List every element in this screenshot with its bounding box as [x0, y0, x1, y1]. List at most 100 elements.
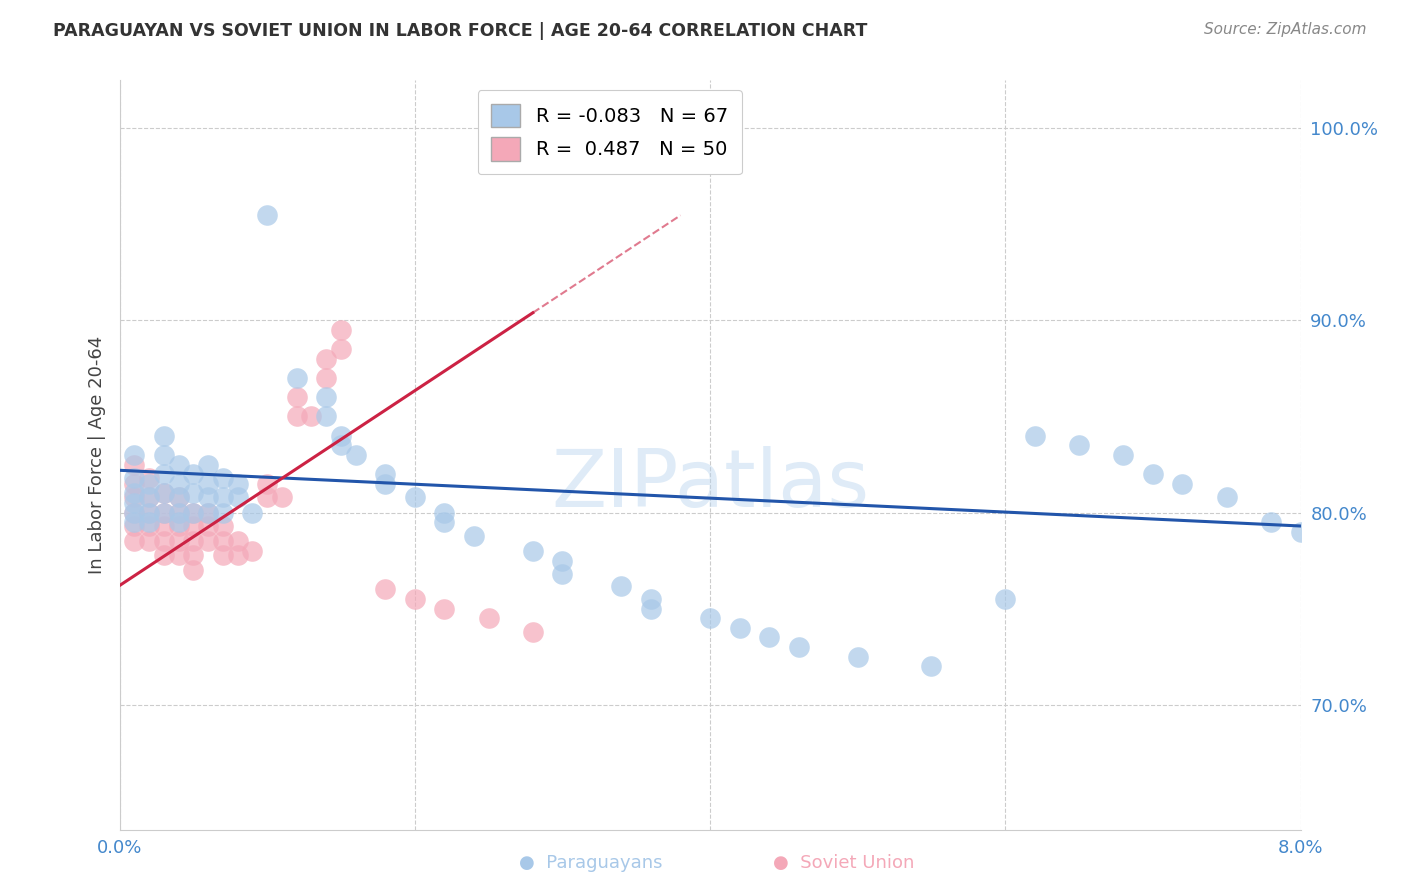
Text: PARAGUAYAN VS SOVIET UNION IN LABOR FORCE | AGE 20-64 CORRELATION CHART: PARAGUAYAN VS SOVIET UNION IN LABOR FORC… [53, 22, 868, 40]
Point [329, 343, 352, 357]
Point [153, 506, 174, 520]
Point [1171, 476, 1194, 491]
Point [610, 578, 633, 592]
Point [211, 534, 233, 549]
Point [315, 390, 337, 404]
Text: ●  Paraguayans: ● Paraguayans [519, 855, 662, 872]
Point [433, 506, 456, 520]
Point [138, 519, 160, 533]
Point [211, 548, 233, 562]
Point [211, 519, 233, 533]
Point [197, 506, 219, 520]
Point [301, 409, 323, 424]
Point [197, 458, 219, 472]
Point [183, 548, 205, 562]
Point [167, 515, 190, 529]
Point [138, 476, 160, 491]
Point [138, 506, 160, 520]
Point [285, 409, 308, 424]
Point [640, 601, 662, 615]
Point [167, 519, 190, 533]
Point [138, 506, 160, 520]
Point [124, 506, 146, 520]
Point [124, 458, 146, 472]
Point [329, 438, 352, 452]
Point [124, 476, 146, 491]
Point [374, 476, 396, 491]
Point [433, 515, 456, 529]
Point [270, 490, 294, 504]
Point [124, 515, 146, 529]
Point [211, 490, 233, 504]
Legend: R = -0.083   N = 67, R =  0.487   N = 50: R = -0.083 N = 67, R = 0.487 N = 50 [478, 90, 742, 175]
Point [728, 621, 751, 635]
Point [167, 476, 190, 491]
Point [197, 476, 219, 491]
Point [124, 448, 146, 462]
Point [124, 534, 146, 549]
Point [153, 448, 174, 462]
Point [256, 208, 278, 222]
Point [404, 490, 426, 504]
Point [640, 592, 662, 607]
Text: ●  Soviet Union: ● Soviet Union [773, 855, 914, 872]
Point [197, 519, 219, 533]
Point [285, 390, 308, 404]
Point [153, 467, 174, 482]
Point [344, 448, 367, 462]
Point [315, 371, 337, 385]
Point [315, 351, 337, 366]
Point [285, 371, 308, 385]
Y-axis label: In Labor Force | Age 20-64: In Labor Force | Age 20-64 [87, 335, 105, 574]
Point [433, 601, 456, 615]
Point [242, 506, 264, 520]
Point [124, 486, 146, 500]
Point [1112, 448, 1135, 462]
Text: ZIPatlas: ZIPatlas [551, 446, 869, 524]
Point [138, 471, 160, 485]
Point [124, 506, 146, 520]
Point [226, 534, 249, 549]
Point [138, 515, 160, 529]
Point [211, 506, 233, 520]
Point [183, 506, 205, 520]
Point [1024, 428, 1046, 442]
Point [167, 534, 190, 549]
Point [551, 553, 574, 567]
Point [846, 649, 869, 664]
Point [226, 548, 249, 562]
Point [167, 548, 190, 562]
Point [153, 534, 174, 549]
Point [758, 631, 780, 645]
Point [167, 490, 190, 504]
Point [522, 544, 544, 558]
Point [699, 611, 721, 625]
Point [315, 409, 337, 424]
Point [1142, 467, 1164, 482]
Point [522, 624, 544, 639]
Point [138, 534, 160, 549]
Point [1215, 490, 1237, 504]
Point [138, 490, 160, 504]
Point [404, 592, 426, 607]
Point [329, 323, 352, 337]
Point [226, 476, 249, 491]
Point [787, 640, 810, 654]
Point [167, 506, 190, 520]
Point [478, 611, 501, 625]
Point [153, 486, 174, 500]
Point [153, 486, 174, 500]
Point [124, 519, 146, 533]
Point [124, 496, 146, 510]
Point [153, 428, 174, 442]
Point [1260, 515, 1282, 529]
Point [197, 490, 219, 504]
Point [124, 471, 146, 485]
Text: Source: ZipAtlas.com: Source: ZipAtlas.com [1204, 22, 1367, 37]
Point [1069, 438, 1091, 452]
Point [153, 519, 174, 533]
Point [183, 506, 205, 520]
Point [921, 659, 943, 673]
Point [167, 506, 190, 520]
Point [153, 506, 174, 520]
